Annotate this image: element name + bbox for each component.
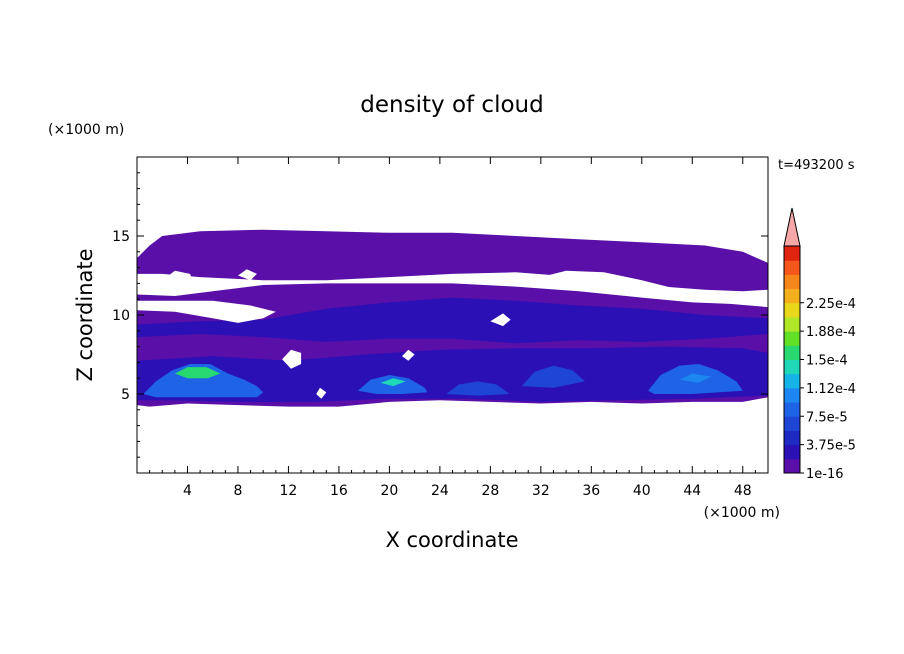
x-tick-label: 28 <box>481 483 499 499</box>
colorbar-swatch <box>784 331 800 346</box>
colorbar-swatch <box>784 316 800 332</box>
colorbar-swatch <box>784 387 800 403</box>
cloud-region-9 <box>446 381 510 396</box>
clear-gap-8 <box>316 387 327 399</box>
x-axis: 4 8 12 16 20 24 28 32 36 40 44 48 <box>149 157 756 499</box>
cloud-region-5 <box>143 364 264 398</box>
colorbar-swatch <box>784 302 800 318</box>
clear-gap-1 <box>162 270 194 285</box>
cloud-region-10 <box>521 365 585 388</box>
cloud-region-8 <box>380 378 406 387</box>
colorbar-swatch <box>784 274 800 290</box>
colorbar-extend-arrow <box>783 207 801 247</box>
x-tick-label: 12 <box>280 483 298 499</box>
colorbar-label: 1.5e-4 <box>806 354 848 369</box>
colorbar-swatch <box>784 288 800 304</box>
clear-gap-5 <box>490 313 511 327</box>
clear-gap-3 <box>540 270 705 295</box>
clear-gap-2 <box>238 269 257 281</box>
cloud-region-12 <box>679 373 712 383</box>
colorbar-swatch <box>784 444 800 460</box>
x-tick-label: 4 <box>183 483 192 499</box>
colorbar-label: 7.5e-5 <box>806 410 848 425</box>
colorbar-legend: 1e-16 3.75e-5 7.5e-5 1.12e-4 1.5e-4 1.88e-4 2.… <box>783 207 856 482</box>
x-axis-label: X coordinate <box>385 528 518 552</box>
clear-gap-6 <box>282 349 302 369</box>
y-axis: 5 10 15 <box>112 172 768 458</box>
cloud-contours <box>137 229 768 407</box>
x-unit-label: (×1000 m) <box>704 505 780 521</box>
colorbar-swatch <box>784 260 800 275</box>
x-tick-label: 24 <box>431 483 449 499</box>
x-tick-label: 36 <box>582 483 600 499</box>
colorbar-swatch <box>784 345 800 360</box>
cloud-region-6 <box>174 367 221 379</box>
clear-gap-4 <box>137 300 276 323</box>
x-tick-label: 8 <box>233 483 242 499</box>
colorbar-swatch <box>784 373 800 389</box>
chart-title: density of cloud <box>360 92 543 118</box>
colorbar-swatch <box>784 458 800 474</box>
colorbar-swatch <box>784 430 800 446</box>
cloud-region-3 <box>137 297 768 344</box>
y-tick-label: 10 <box>112 308 130 324</box>
colorbar-label: 2.25e-4 <box>806 297 856 312</box>
cloud-region-1 <box>137 229 768 292</box>
x-tick-label: 40 <box>633 483 651 499</box>
colorbar-swatch <box>784 359 800 375</box>
y-tick-label: 5 <box>121 387 130 403</box>
x-tick-label: 44 <box>683 483 701 499</box>
y-axis-label: Z coordinate <box>73 248 97 381</box>
x-tick-label: 48 <box>734 483 752 499</box>
colorbar-swatch <box>784 416 800 431</box>
y-unit-label: (×1000 m) <box>48 122 124 138</box>
colorbar-swatch <box>784 402 800 417</box>
clear-gap-7 <box>402 349 415 361</box>
colorbar-swatch <box>784 246 800 261</box>
x-tick-label: 32 <box>532 483 550 499</box>
colorbar-label: 1.88e-4 <box>806 325 856 340</box>
x-tick-label: 16 <box>330 483 348 499</box>
colorbar-label: 3.75e-5 <box>806 439 856 454</box>
x-tick-label: 20 <box>380 483 398 499</box>
colorbar-label: 1e-16 <box>806 467 844 482</box>
y-tick-label: 15 <box>112 229 130 245</box>
colorbar-label: 1.12e-4 <box>806 382 856 397</box>
time-label: t=493200 s <box>778 158 855 173</box>
